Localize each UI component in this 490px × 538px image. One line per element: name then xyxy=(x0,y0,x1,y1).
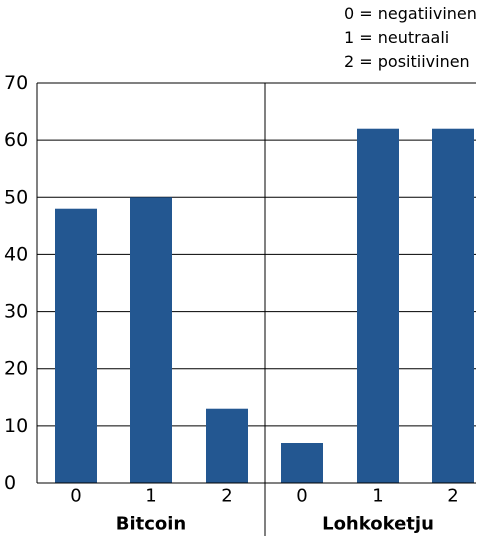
x-tick-label: 1 xyxy=(372,486,383,507)
y-tick-label: 50 xyxy=(4,186,28,208)
group-label: Lohkoketju xyxy=(322,514,434,535)
bar-bitcoin-2 xyxy=(206,408,248,483)
group-label: Bitcoin xyxy=(116,514,187,535)
bar-lohkoketju-0 xyxy=(281,443,323,483)
bar-lohkoketju-2 xyxy=(432,128,474,483)
y-tick-label: 40 xyxy=(4,243,28,265)
y-tick-label: 10 xyxy=(4,415,28,437)
x-tick-label: 2 xyxy=(447,486,458,507)
x-tick-label: 1 xyxy=(145,486,156,507)
bar-bitcoin-0 xyxy=(55,208,97,483)
bars xyxy=(55,128,474,484)
axes xyxy=(36,83,476,536)
grid xyxy=(37,82,476,427)
y-tick-label: 20 xyxy=(4,358,28,380)
legend-entry-2: 2 = positiivinen xyxy=(344,52,470,71)
x-tick-label: 0 xyxy=(70,486,81,507)
y-tick-label: 70 xyxy=(4,72,28,94)
y-tick-label: 0 xyxy=(4,472,16,494)
y-tick-label: 30 xyxy=(4,301,28,323)
x-tick-label: 2 xyxy=(221,486,232,507)
labels: 0 10 20 30 40 50 60 70 0 1 2 Bitcoin 0 1 2 Lohkoketju xyxy=(4,72,459,535)
legend-entry-1: 1 = neutraali xyxy=(344,28,450,47)
legend-entry-0: 0 = negatiivinen xyxy=(344,4,477,23)
y-tick-label: 60 xyxy=(4,129,28,151)
x-tick-label: 0 xyxy=(296,486,307,507)
bar-bitcoin-1 xyxy=(130,197,172,484)
bar-lohkoketju-1 xyxy=(357,128,399,483)
